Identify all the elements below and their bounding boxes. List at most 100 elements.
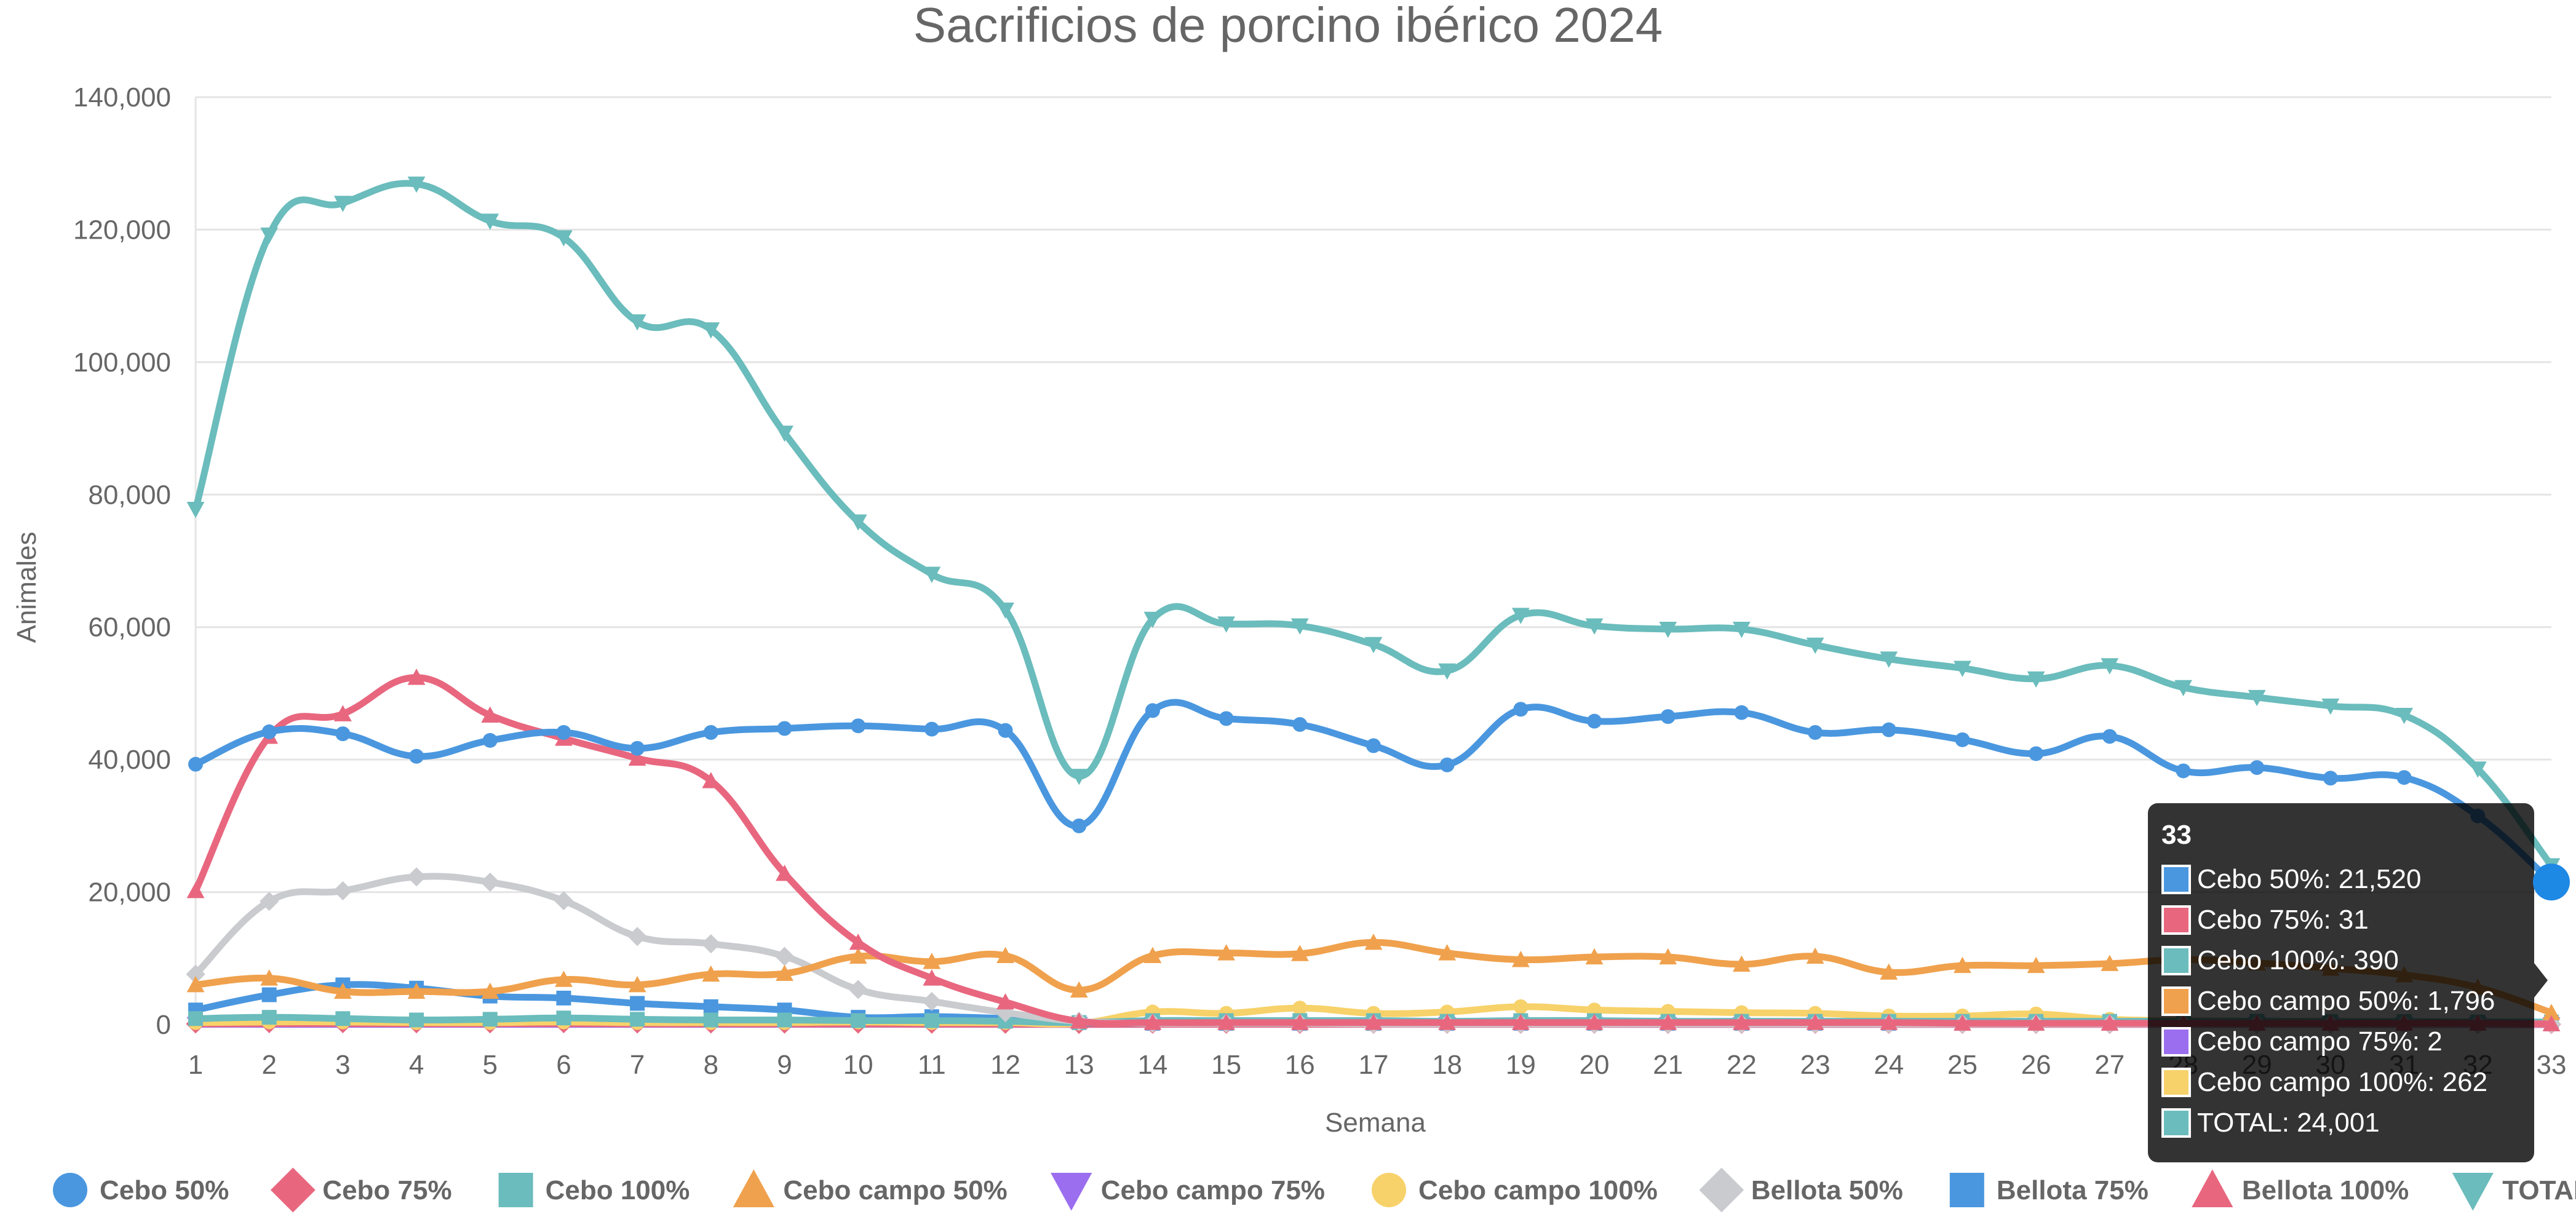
data-point	[1806, 637, 1824, 654]
data-point	[1290, 945, 1309, 961]
data-point	[481, 982, 499, 999]
legend-marker-icon	[1949, 1173, 1984, 1207]
data-point	[777, 1012, 792, 1028]
data-point	[774, 946, 795, 966]
tooltip-line: TOTAL: 24,001	[2197, 1108, 2380, 1138]
data-point	[1290, 618, 1309, 635]
data-point	[703, 724, 718, 740]
data-point	[1438, 663, 1457, 680]
data-point	[186, 882, 205, 899]
data-point	[1145, 703, 1160, 718]
data-point	[1513, 702, 1529, 717]
data-point	[1143, 1014, 1162, 1030]
data-point	[1880, 651, 1898, 668]
data-point	[555, 230, 573, 247]
x-tick-label: 4	[409, 1050, 424, 1080]
data-point	[407, 177, 426, 193]
data-point	[260, 969, 279, 986]
data-point	[1366, 738, 1381, 753]
data-point	[1218, 711, 1234, 726]
data-point	[333, 881, 352, 901]
legend-item: Cebo campo 50%	[733, 1169, 1008, 1207]
data-point	[188, 1011, 203, 1026]
data-point	[628, 975, 646, 993]
data-point	[1143, 611, 1162, 629]
legend-marker-icon	[1051, 1173, 1092, 1211]
data-point	[848, 980, 868, 999]
x-tick-label: 1	[188, 1050, 203, 1080]
legend: Cebo 50% Cebo 75% Cebo 100% Cebo campo 50% C…	[53, 1167, 2576, 1213]
legend-marker-icon	[1699, 1167, 1744, 1213]
data-point	[630, 1012, 645, 1027]
data-point	[1954, 956, 1971, 974]
data-point	[849, 934, 867, 950]
data-point	[409, 748, 424, 764]
series-total	[186, 177, 2561, 875]
data-point	[922, 991, 942, 1011]
data-point	[186, 975, 205, 993]
tooltip-line: Cebo campo 100%: 262	[2197, 1067, 2487, 1097]
data-point	[923, 566, 941, 583]
data-point	[556, 1010, 571, 1026]
tooltip-line: Cebo 75%: 31	[2197, 905, 2369, 935]
legend-label: Bellota 50%	[1751, 1175, 1903, 1205]
data-point	[2027, 671, 2045, 688]
data-point	[776, 426, 793, 442]
x-tick-label: 24	[1874, 1050, 1904, 1080]
data-point	[2249, 760, 2265, 776]
y-axis: 0 20,000 40,000 60,000 80,000 100,000 120,000 1…	[73, 82, 171, 1040]
data-point	[701, 934, 721, 954]
data-point	[2321, 698, 2340, 715]
tooltip-line: Cebo 50%: 21,520	[2197, 864, 2422, 894]
x-tick-label: 17	[1359, 1050, 1389, 1080]
data-point	[1733, 1014, 1751, 1030]
x-tick-label: 2	[261, 1050, 276, 1080]
data-point	[1070, 981, 1088, 998]
x-tick-label: 26	[2021, 1050, 2051, 1080]
x-tick-label: 19	[1506, 1050, 1536, 1080]
data-point	[1439, 757, 1455, 772]
tooltip-line: Cebo campo 75%: 2	[2197, 1026, 2443, 1057]
data-point	[1954, 1014, 1971, 1031]
data-point	[2395, 707, 2414, 724]
tooltip-line: Cebo campo 50%: 1,796	[2197, 986, 2495, 1016]
data-point	[1070, 769, 1088, 785]
data-point	[1511, 608, 1530, 624]
data-point	[703, 1012, 718, 1028]
data-point	[1585, 948, 1604, 965]
data-point	[1511, 951, 1530, 967]
tooltip-caret	[2534, 963, 2548, 998]
data-point	[2248, 689, 2266, 707]
data-point	[482, 1012, 498, 1027]
data-point	[554, 891, 574, 911]
data-point	[2101, 954, 2119, 971]
data-point	[186, 964, 205, 984]
tooltip-swatch	[2161, 865, 2191, 894]
legend-item: TOTAL	[2452, 1173, 2576, 1211]
data-point	[702, 772, 720, 788]
grid	[194, 96, 2551, 1026]
x-tick-label: 5	[483, 1050, 498, 1080]
data-point	[186, 501, 205, 518]
x-tick-label: 7	[630, 1050, 645, 1080]
data-point	[2027, 1014, 2045, 1031]
tooltip-swatch	[2161, 1027, 2191, 1057]
legend-marker-icon	[53, 1173, 87, 1207]
legend-item: Bellota 50%	[1699, 1167, 1903, 1213]
data-point	[1585, 618, 1604, 635]
series-line	[192, 180, 2555, 869]
data-point	[1217, 944, 1236, 961]
data-point	[333, 982, 352, 999]
legend-marker-icon	[270, 1167, 316, 1213]
legend-marker-icon	[2192, 1169, 2233, 1207]
y-tick-label: 80,000	[88, 480, 171, 510]
data-point	[2176, 763, 2191, 779]
data-point	[1660, 709, 1676, 724]
data-point	[1438, 944, 1457, 961]
y-tick-label: 100,000	[73, 347, 171, 378]
y-axis-title: Animales	[12, 532, 42, 643]
tooltip-swatch	[2161, 1108, 2191, 1138]
data-point	[923, 953, 941, 969]
data-point	[1880, 963, 1898, 980]
